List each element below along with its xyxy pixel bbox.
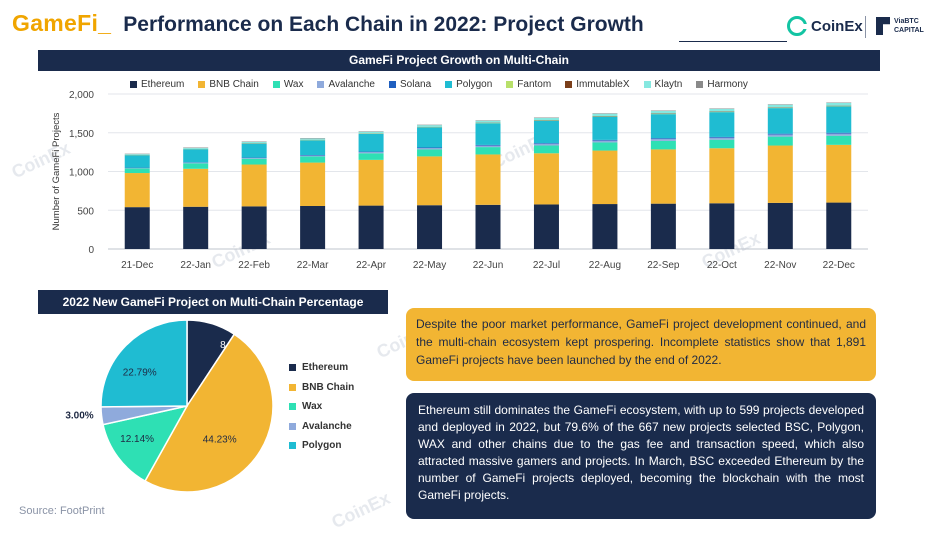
pie-legend-swatch xyxy=(289,403,296,410)
pie-chart-legend: Ethereum BNB Chain Wax Avalanche Polygon xyxy=(289,358,354,456)
analysis-box: Ethereum still dominates the GameFi ecos… xyxy=(406,393,876,519)
pie-legend-label: Avalanche xyxy=(302,421,352,432)
pie-legend-item: Polygon xyxy=(289,436,354,456)
pie-legend-item: BNB Chain xyxy=(289,378,354,398)
pie-legend-item: Avalanche xyxy=(289,417,354,437)
pie-value-label: 44.23% xyxy=(203,435,237,446)
pie-legend-swatch xyxy=(289,423,296,430)
pie-legend-label: Wax xyxy=(302,401,322,412)
pie-value-label: 12.14% xyxy=(120,434,154,445)
pie-legend-swatch xyxy=(289,384,296,391)
source-note: Source: FootPrint xyxy=(19,505,105,517)
pie-legend-item: Wax xyxy=(289,397,354,417)
summary-box: Despite the poor market performance, Gam… xyxy=(406,308,876,381)
pie-value-label: 3.00% xyxy=(65,411,93,422)
pie-legend-swatch xyxy=(289,442,296,449)
pie-legend-label: Ethereum xyxy=(302,362,348,373)
pie-legend-label: Polygon xyxy=(302,440,341,451)
pie-legend-swatch xyxy=(289,364,296,371)
pie-legend-item: Ethereum xyxy=(289,358,354,378)
pie-legend-label: BNB Chain xyxy=(302,382,354,393)
pie-slice xyxy=(101,320,187,407)
pie-value-label: 22.79% xyxy=(123,368,157,379)
